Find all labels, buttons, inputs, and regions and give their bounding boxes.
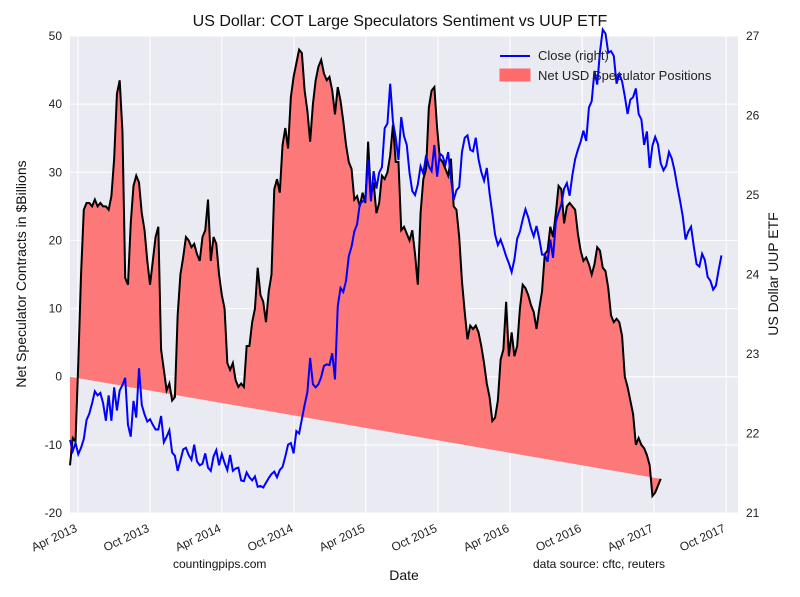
y-right-tick-label: 21	[746, 506, 760, 520]
chart-title: US Dollar: COT Large Speculators Sentime…	[193, 13, 608, 30]
legend-area-label: Net USD Speculator Positions	[538, 68, 712, 83]
x-axis-title: Date	[389, 567, 419, 583]
right-axis-ticks: 21 22 23 24 25 26 27	[746, 29, 760, 520]
x-tick-label: Oct 2016	[533, 521, 583, 554]
legend: Close (right) Net USD Speculator Positio…	[499, 48, 712, 83]
y-right-tick-label: 22	[746, 427, 760, 441]
y-axis-right-title: US Dollar UUP ETF	[765, 212, 781, 335]
close-line	[69, 26, 723, 489]
y-left-tick-label: 0	[55, 370, 62, 384]
x-tick-label: Apr 2015	[317, 521, 367, 554]
x-tick-label: Oct 2013	[101, 521, 151, 554]
left-axis-ticks: -20 -10 0 10 20 30 40 50	[45, 29, 63, 520]
y-left-tick-label: -10	[45, 438, 63, 452]
y-left-tick-label: 20	[49, 233, 63, 247]
x-tick-label: Apr 2013	[29, 521, 79, 554]
y-left-tick-label: 50	[49, 29, 63, 43]
y-right-tick-label: 27	[746, 29, 760, 43]
y-left-tick-label: 40	[49, 97, 63, 111]
y-left-tick-label: 10	[49, 302, 63, 316]
footer-left-credit: countingpips.com	[173, 557, 266, 571]
legend-area-swatch	[499, 68, 531, 82]
x-tick-label: Apr 2016	[461, 521, 511, 554]
x-tick-label: Oct 2015	[389, 521, 439, 554]
footer-right-credit: data source: cftc, reuters	[533, 557, 665, 571]
x-tick-label: Apr 2014	[173, 521, 223, 554]
y-right-tick-label: 23	[746, 347, 760, 361]
x-tick-label: Oct 2014	[245, 521, 295, 554]
x-tick-label: Oct 2017	[677, 521, 727, 554]
y-left-tick-label: 30	[49, 165, 63, 179]
y-right-tick-label: 24	[746, 268, 760, 282]
legend-close-label: Close (right)	[538, 48, 609, 63]
close-line-series	[69, 26, 723, 489]
net-speculator-area	[70, 49, 661, 496]
x-tick-label: Apr 2017	[605, 521, 655, 554]
y-axis-left-title: Net Speculator Contracts in $Billions	[13, 160, 29, 387]
y-left-tick-label: -20	[45, 506, 63, 520]
x-axis-ticks: Apr 2013 Oct 2013 Apr 2014 Oct 2014 Apr 2015…	[29, 521, 728, 554]
y-right-tick-label: 25	[746, 188, 760, 202]
y-right-tick-label: 26	[746, 109, 760, 123]
